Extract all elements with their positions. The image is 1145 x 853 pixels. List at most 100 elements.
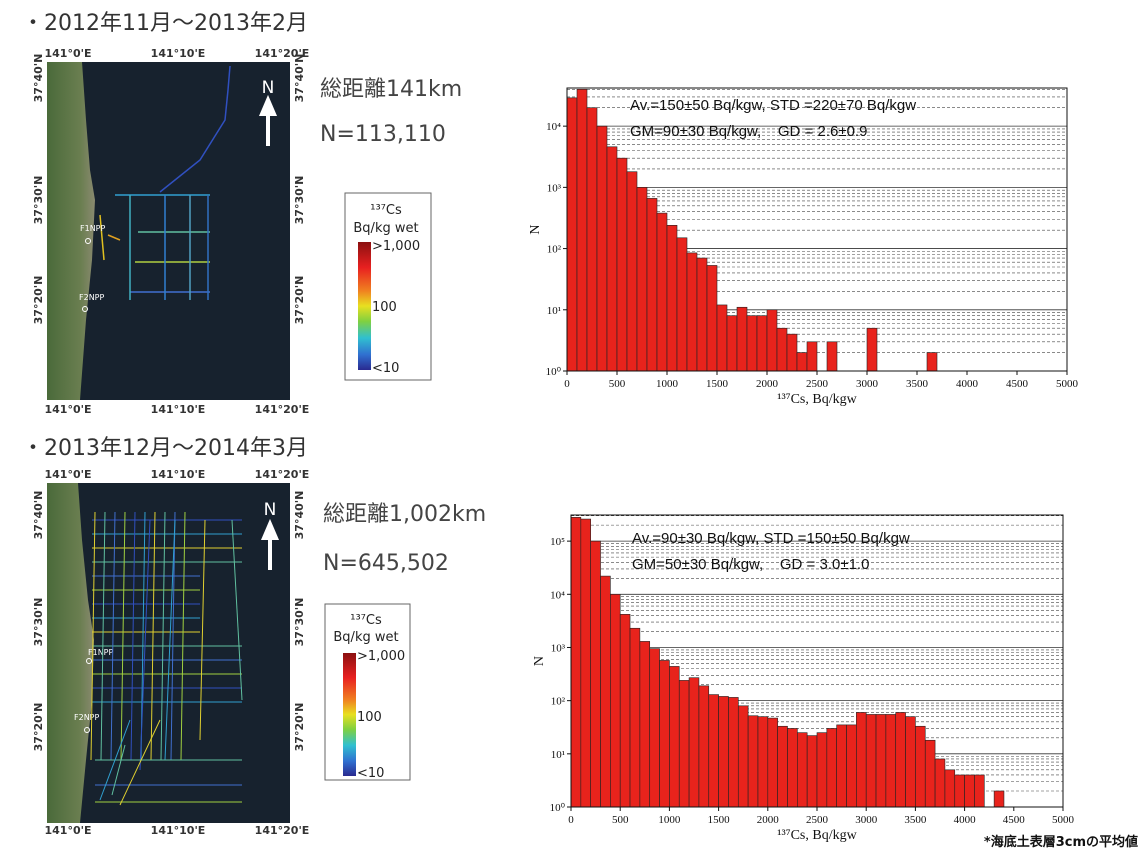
legend-label: >1,000: [372, 239, 420, 254]
x-tick-label: 1500: [708, 814, 731, 826]
bar: [717, 305, 727, 371]
legend-unit: Bq/kg wet: [333, 630, 398, 645]
bar: [945, 770, 955, 807]
legend-label: <10: [372, 361, 399, 376]
bar: [737, 307, 747, 371]
y-tick-label: 10²: [547, 244, 562, 256]
bar: [915, 726, 925, 807]
bar: [747, 316, 757, 371]
colorbar: [343, 653, 356, 776]
map-lon-label: 141°0'E: [45, 47, 92, 60]
section-heading: ・2013年12月～2014年3月: [22, 436, 308, 461]
y-tick-label: 10⁴: [546, 121, 561, 133]
y-tick-label: 10³: [547, 182, 562, 194]
bar: [886, 714, 896, 807]
bar: [581, 519, 591, 807]
bar: [630, 628, 640, 807]
bar: [601, 576, 611, 807]
map-lat-label: 37°40'N: [32, 491, 45, 540]
bar: [758, 717, 768, 807]
bar: [935, 759, 945, 807]
x-axis-label: ¹³⁷Cs, Bq/kgw: [777, 828, 857, 843]
bar: [687, 253, 697, 371]
bar: [620, 614, 630, 807]
bar: [817, 733, 827, 807]
map-lat-label: 37°40'N: [293, 491, 306, 540]
annotation: Av.=90±30 Bq/kgw, STD =150±50 Bq/kgw: [632, 530, 910, 547]
map-lat-label: 37°30'N: [293, 598, 306, 647]
bar: [827, 342, 837, 371]
x-tick-label: 2500: [806, 378, 829, 390]
bar: [876, 714, 886, 807]
x-axis-label: ¹³⁷Cs, Bq/kgw: [777, 392, 857, 407]
legend-unit: Bq/kg wet: [353, 221, 418, 236]
x-tick-label: 500: [612, 814, 629, 826]
annotation: GM=90±30 Bq/kgw, GD = 2.6±0.9: [630, 123, 867, 140]
bar: [807, 736, 817, 807]
map-lat-label: 37°20'N: [293, 703, 306, 752]
plant-label: F2NPP: [79, 293, 105, 302]
plant-label: F1NPP: [80, 224, 106, 233]
bar: [657, 213, 667, 371]
bar: [679, 680, 689, 807]
legend-label: 100: [372, 300, 397, 315]
bar: [677, 238, 687, 371]
x-tick-label: 2000: [756, 378, 779, 390]
bar: [577, 89, 587, 371]
x-tick-label: 3500: [904, 814, 927, 826]
legend-label: <10: [357, 766, 384, 781]
bar: [669, 666, 679, 807]
bar: [856, 712, 866, 807]
count: N=113,110: [320, 122, 446, 147]
bar: [787, 728, 797, 807]
x-tick-label: 4000: [954, 814, 977, 826]
bar: [797, 353, 807, 371]
x-tick-label: 2500: [806, 814, 829, 826]
y-tick-label: 10²: [551, 696, 566, 708]
bar: [617, 158, 627, 371]
distance: 総距離141km: [320, 77, 462, 102]
map-lon-label: 141°10'E: [151, 47, 206, 60]
legend-label: >1,000: [357, 649, 405, 664]
map-lon-label: 141°0'E: [45, 403, 92, 416]
bar: [787, 334, 797, 371]
bar: [707, 265, 717, 371]
plant-label: F2NPP: [74, 713, 100, 722]
bar: [709, 695, 719, 807]
x-tick-label: 2000: [757, 814, 780, 826]
x-tick-label: 4000: [956, 378, 979, 390]
bar: [955, 775, 965, 807]
legend-title: ¹³⁷Cs: [370, 203, 402, 218]
bar: [925, 740, 935, 807]
map: F1NPP F2NPP N: [47, 62, 290, 400]
bar: [607, 147, 617, 371]
map-lat-label: 37°30'N: [32, 176, 45, 225]
bar: [768, 718, 778, 807]
x-tick-label: 4500: [1003, 814, 1026, 826]
plant-label: F1NPP: [88, 648, 114, 657]
footnote: *海底土表層3cmの平均値: [984, 834, 1138, 850]
distance: 総距離1,002km: [323, 502, 486, 527]
bar: [719, 696, 729, 807]
bar: [660, 660, 670, 807]
bar: [699, 686, 709, 807]
map-lon-label: 141°20'E: [255, 403, 310, 416]
x-tick-label: 500: [609, 378, 626, 390]
bar: [667, 225, 677, 371]
x-tick-label: 5000: [1056, 378, 1079, 390]
bar: [597, 126, 607, 371]
map-lat-label: 37°40'N: [293, 54, 306, 103]
map-lat-label: 37°30'N: [293, 176, 306, 225]
x-tick-label: 0: [568, 814, 574, 826]
map-lat-label: 37°20'N: [32, 276, 45, 325]
bar: [637, 187, 647, 371]
legend-label: 100: [357, 710, 382, 725]
x-tick-label: 5000: [1052, 814, 1075, 826]
bar: [867, 328, 877, 371]
bar: [571, 517, 581, 807]
bar: [767, 310, 777, 371]
bar: [807, 342, 817, 371]
bar: [587, 108, 597, 371]
